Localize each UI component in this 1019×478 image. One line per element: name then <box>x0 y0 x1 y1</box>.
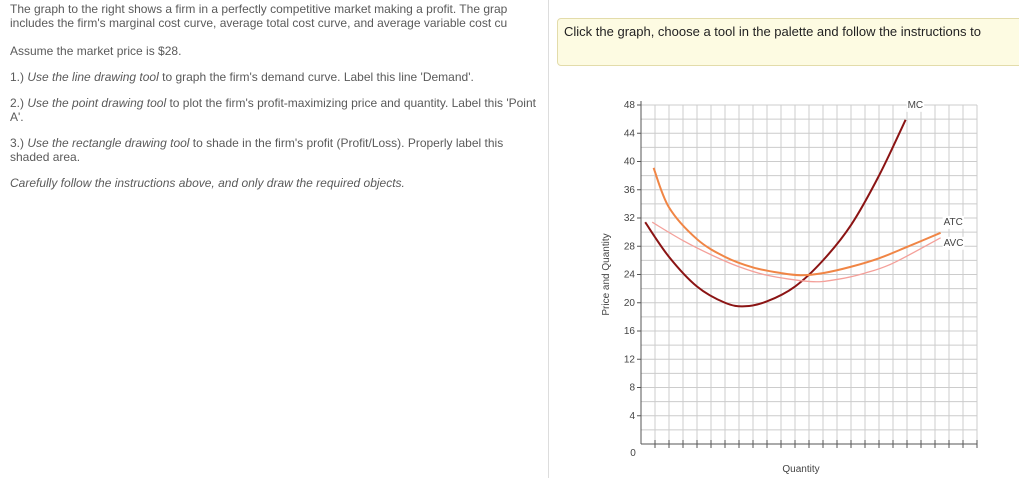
y-tick-label: 12 <box>624 354 636 365</box>
y-tick-label: 4 <box>629 411 635 422</box>
y-tick-label: 32 <box>624 213 636 224</box>
step-tool: Use the point drawing tool <box>27 96 167 110</box>
intro-line: includes the firm's marginal cost curve,… <box>10 16 508 30</box>
y-tick-label: 8 <box>629 383 635 394</box>
step-text: to shade in the firm's profit (Profit/Lo… <box>10 136 504 164</box>
curve-label: AVC <box>944 238 964 249</box>
label-box <box>906 98 925 112</box>
step-number: 1.) <box>10 70 25 84</box>
y-tick-label: 24 <box>624 270 636 281</box>
label-box <box>942 215 964 229</box>
step: 1.) Use the line drawing tool to graph t… <box>10 70 545 84</box>
curve <box>651 221 941 283</box>
y-axis-label: Price and Quantity <box>601 233 612 315</box>
closing: Carefully follow the instructions above,… <box>10 176 405 190</box>
y-tick-label: 40 <box>624 157 636 168</box>
step-text: to graph the firm's demand curve. Label … <box>158 70 474 84</box>
step-number: 2.) <box>10 96 25 110</box>
y-tick-label: 36 <box>624 185 636 196</box>
curve-label: ATC <box>944 217 963 228</box>
toolbar-hint: Click the graph, choose a tool in the pa… <box>557 18 1019 66</box>
label-box <box>942 236 965 250</box>
x-tick-label: 0 <box>630 448 636 459</box>
step: 2.) Use the point drawing tool to plot t… <box>10 96 545 124</box>
step: 3.) Use the rectangle drawing tool to sh… <box>10 136 545 164</box>
x-axis-label: Quantity <box>782 464 819 475</box>
y-tick-label: 28 <box>624 241 636 252</box>
steps: 1.) Use the line drawing tool to graph t… <box>0 70 548 164</box>
step-text: to plot the firm's profit-maximizing pri… <box>10 96 536 124</box>
y-tick-label: 44 <box>624 128 636 139</box>
y-tick-label: 16 <box>624 326 636 337</box>
price-note: Assume the market price is $28. <box>10 44 182 58</box>
y-tick-label: 48 <box>624 100 636 111</box>
graph-panel: Click the graph, choose a tool in the pa… <box>548 0 1019 478</box>
curve <box>652 167 941 277</box>
y-tick-label: 20 <box>624 298 636 309</box>
curve-label: MC <box>908 100 924 111</box>
instructions-panel: The graph to the right shows a firm in a… <box>0 2 548 190</box>
curve <box>644 119 907 308</box>
step-tool: Use the line drawing tool <box>27 70 159 84</box>
step-tool: Use the rectangle drawing tool <box>27 136 190 150</box>
intro-line: The graph to the right shows a firm in a… <box>10 2 508 16</box>
step-number: 3.) <box>10 136 25 150</box>
